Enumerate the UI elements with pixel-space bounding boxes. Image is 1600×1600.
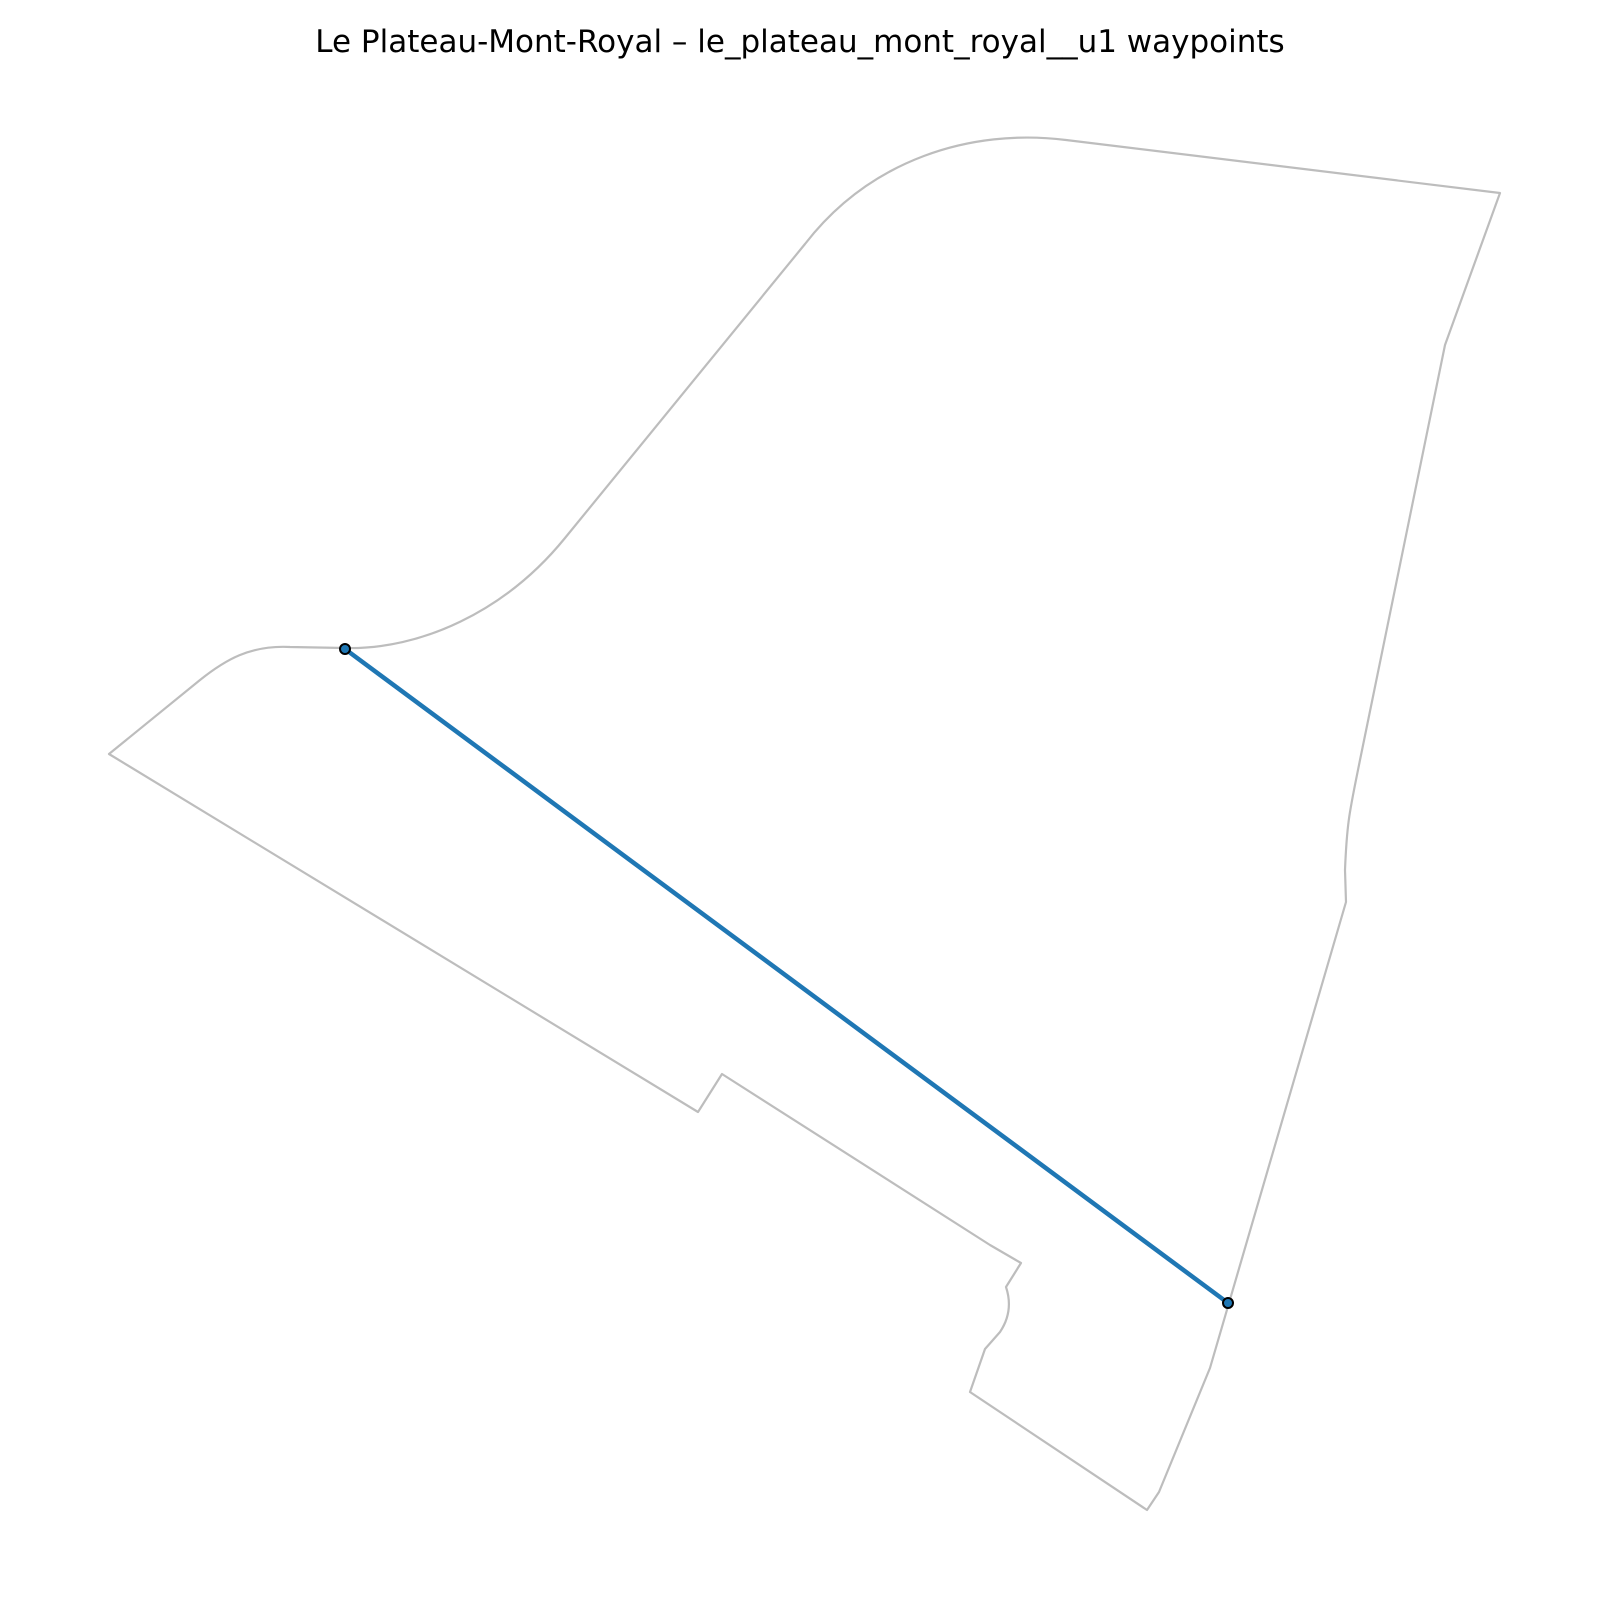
map-title: Le Plateau-Mont-Royal – le_plateau_mont_…: [315, 24, 1285, 60]
waypoint-start[interactable]: [339, 643, 351, 655]
route-segment: [342, 646, 1231, 1306]
waypoint-end[interactable]: [1222, 1297, 1234, 1309]
district-boundary: [107, 136, 1502, 1512]
